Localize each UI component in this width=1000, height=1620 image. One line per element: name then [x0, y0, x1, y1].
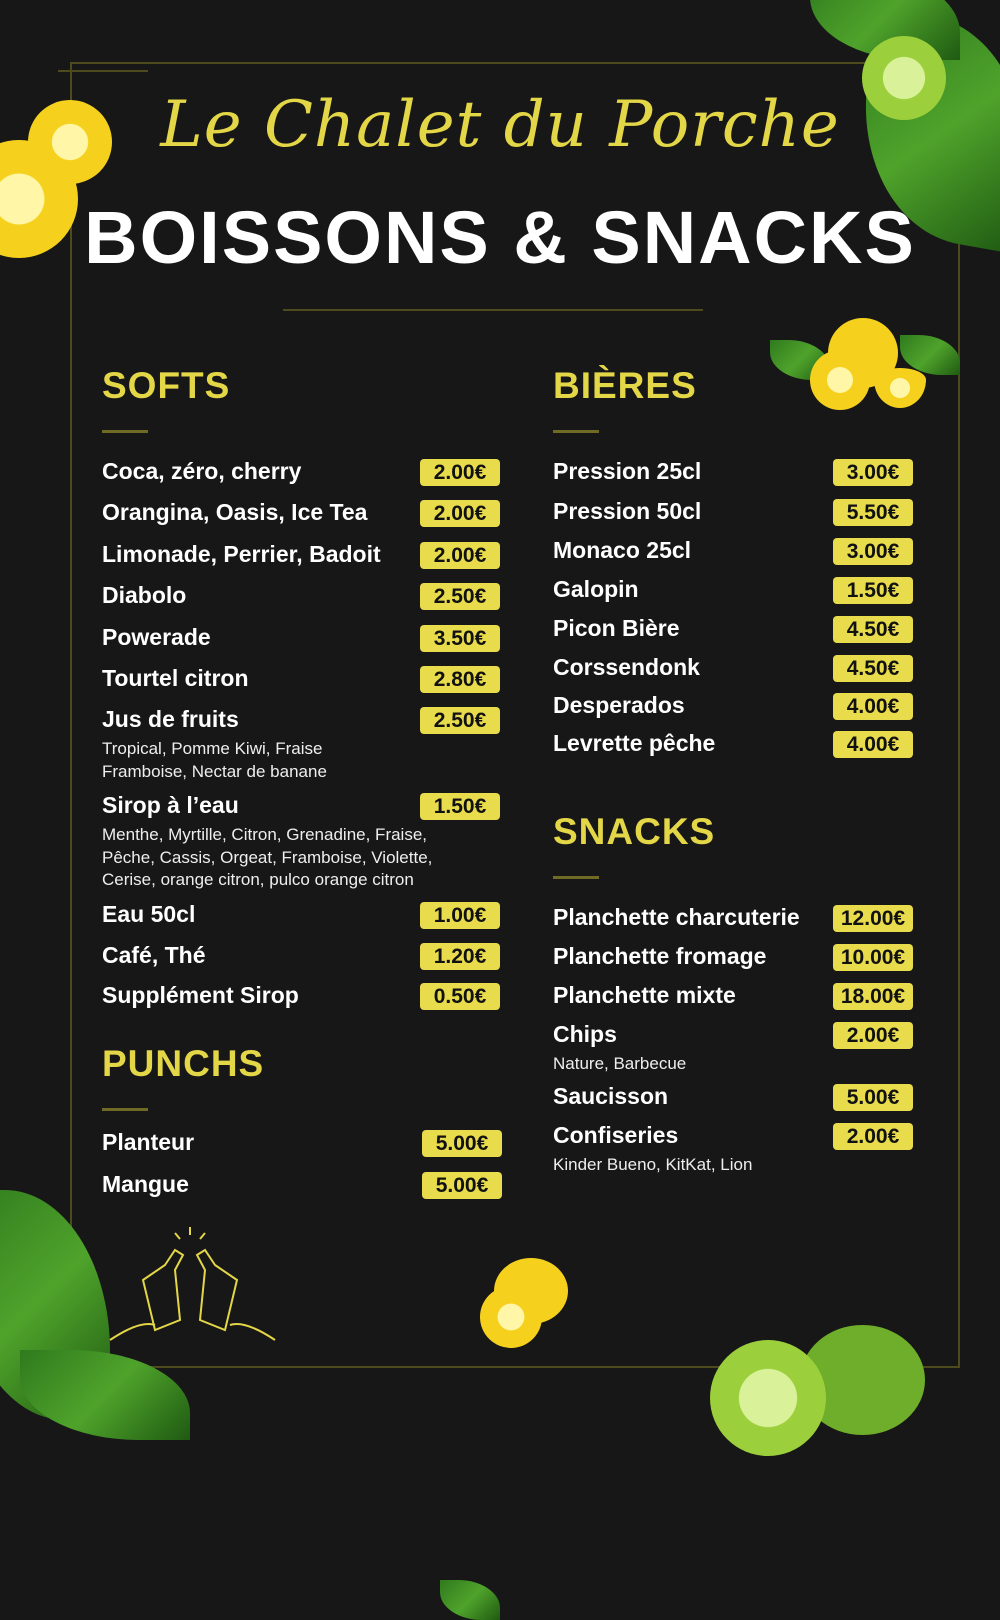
menu-item-name: Pression 25cl [553, 458, 702, 484]
restaurant-name: Le Chalet du Porche [160, 88, 840, 162]
menu-item-details: Framboise, Nectar de banane [102, 761, 327, 781]
section-heading-snacks: SNACKS [553, 811, 716, 852]
price-badge: 2.00€ [833, 1123, 913, 1150]
menu-item-name: Supplément Sirop [102, 982, 299, 1008]
price-badge: 5.00€ [833, 1084, 913, 1111]
menu-item-name: Picon Bière [553, 615, 680, 641]
menu-item-name: Limonade, Perrier, Badoit [102, 541, 381, 567]
price-badge: 1.00€ [420, 902, 500, 929]
price-badge: 1.20€ [420, 943, 500, 970]
section-divider [102, 1108, 148, 1111]
menu-item-details: Menthe, Myrtille, Citron, Grenadine, Fra… [102, 825, 428, 844]
price-badge: 4.00€ [833, 731, 913, 758]
price-badge: 2.50€ [420, 583, 500, 610]
price-badge: 4.00€ [833, 693, 913, 720]
price-badge: 4.50€ [833, 616, 913, 643]
section-heading-softs: SOFTS [102, 365, 231, 406]
price-badge: 2.00€ [420, 542, 500, 569]
section-divider [553, 430, 599, 433]
menu-item-name: Mangue [102, 1171, 189, 1197]
price-badge: 2.00€ [420, 459, 500, 486]
menu-item-details: Tropical, Pomme Kiwi, Fraise [102, 739, 323, 758]
price-badge: 3.00€ [833, 538, 913, 565]
menu-item-details: Kinder Bueno, KitKat, Lion [553, 1155, 753, 1174]
menu-item-details: Cerise, orange citron, pulco orange citr… [102, 870, 414, 889]
menu-item-details: Pêche, Cassis, Orgeat, Framboise, Violet… [102, 847, 433, 867]
menu-item-name: Desperados [553, 692, 685, 718]
menu-item-details: Nature, Barbecue [553, 1054, 687, 1073]
section-heading-bieres: BIÈRES [553, 365, 697, 406]
menu-item-name: Corssendonk [553, 654, 700, 680]
divider [283, 309, 703, 311]
frame-corner [58, 70, 148, 72]
menu-item-name: Planchette mixte [553, 982, 736, 1008]
beer-bottles-cheers-icon [109, 1227, 276, 1341]
lemon-icon [28, 100, 112, 184]
menu-item-name: Jus de fruits [102, 706, 239, 732]
menu-item-name: Galopin [553, 576, 639, 602]
lemon-icon [810, 350, 870, 410]
section-heading-punchs: PUNCHS [102, 1043, 265, 1084]
menu-item-name: Tourtel citron [102, 665, 249, 691]
decorative-frame [70, 62, 960, 1368]
price-badge: 1.50€ [420, 793, 500, 820]
price-badge: 2.50€ [420, 707, 500, 734]
lime-icon [862, 36, 946, 120]
price-badge: 4.50€ [833, 655, 913, 682]
menu-item-name: Powerade [102, 624, 211, 650]
lemon-icon [480, 1286, 542, 1348]
price-badge: 12.00€ [833, 905, 913, 932]
leaf-icon [440, 1580, 500, 1620]
price-badge: 2.00€ [833, 1022, 913, 1049]
menu-item-name: Planteur [102, 1129, 195, 1155]
price-badge: 5.50€ [833, 499, 913, 526]
menu-item-name: Planchette charcuterie [553, 904, 800, 930]
menu-item-name: Monaco 25cl [553, 537, 692, 563]
menu-item-name: Diabolo [102, 582, 187, 608]
menu-item-name: Coca, zéro, cherry [102, 458, 302, 484]
section-divider [102, 430, 148, 433]
price-badge: 3.00€ [833, 459, 913, 486]
menu-item-name: Eau 50cl [102, 901, 196, 927]
price-badge: 2.80€ [420, 666, 500, 693]
price-badge: 10.00€ [833, 944, 913, 971]
menu-item-name: Planchette fromage [553, 943, 767, 969]
page-title: BOISSONS & SNACKS [84, 196, 916, 279]
menu-item-name: Levrette pêche [553, 730, 716, 756]
lime-icon [710, 1340, 826, 1456]
price-badge: 3.50€ [420, 625, 500, 652]
menu-item-name: Chips [553, 1021, 617, 1047]
menu-item-name: Sirop à l’eau [102, 792, 239, 818]
price-badge: 0.50€ [420, 983, 500, 1010]
price-badge: 5.00€ [422, 1130, 502, 1157]
menu-item-name: Confiseries [553, 1122, 679, 1148]
menu-item-name: Café, Thé [102, 942, 206, 968]
menu-item-name: Orangina, Oasis, Ice Tea [102, 499, 368, 525]
price-badge: 18.00€ [833, 983, 913, 1010]
section-divider [553, 876, 599, 879]
price-badge: 2.00€ [420, 500, 500, 527]
menu-item-name: Saucisson [553, 1083, 669, 1109]
price-badge: 1.50€ [833, 577, 913, 604]
price-badge: 5.00€ [422, 1172, 502, 1199]
menu-item-name: Pression 50cl [553, 498, 702, 524]
